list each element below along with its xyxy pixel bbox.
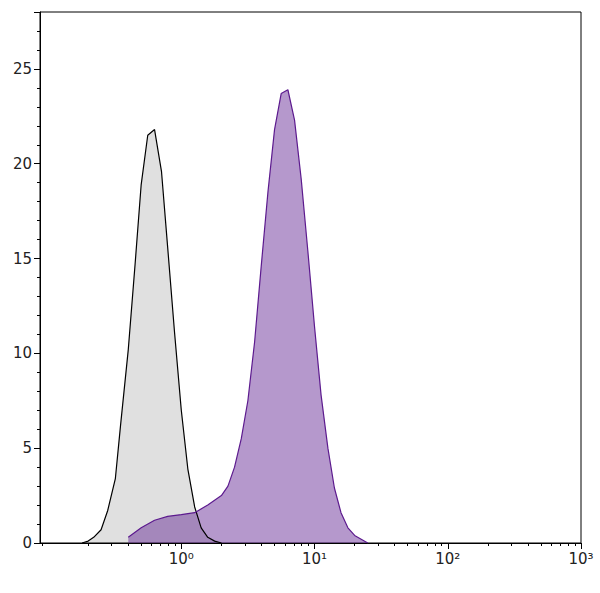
svg-text:5: 5 — [22, 439, 32, 457]
svg-text:10: 10 — [13, 344, 32, 362]
svg-text:0: 0 — [22, 534, 32, 552]
svg-text:10¹: 10¹ — [302, 550, 327, 568]
svg-text:20: 20 — [13, 155, 32, 173]
svg-text:10²: 10² — [435, 550, 460, 568]
svg-text:15: 15 — [13, 250, 32, 268]
svg-text:10³: 10³ — [568, 550, 593, 568]
svg-text:25: 25 — [13, 60, 32, 78]
svg-text:10⁰: 10⁰ — [169, 550, 194, 568]
